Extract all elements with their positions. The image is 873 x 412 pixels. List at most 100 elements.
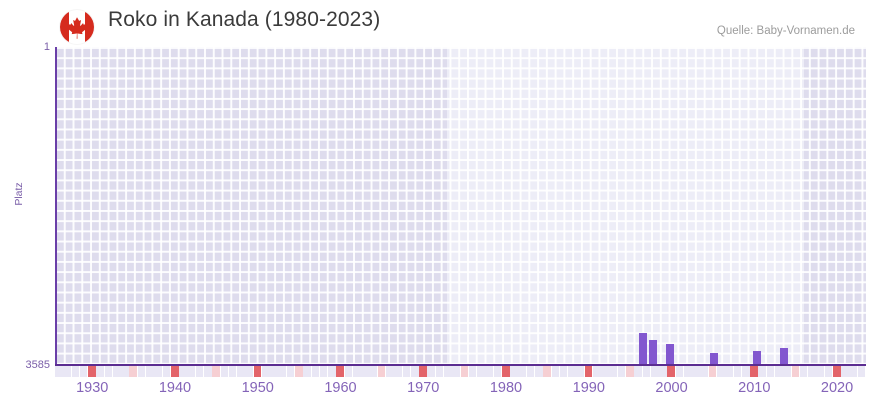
tick-square-plain-2013 bbox=[774, 366, 783, 377]
tick-square-half-decade-1935 bbox=[129, 366, 138, 377]
tick-square-plain-1998 bbox=[650, 366, 659, 377]
bar-2003[interactable] bbox=[648, 340, 657, 364]
tick-square-plain-1999 bbox=[659, 366, 667, 377]
tick-square-plain-1994 bbox=[617, 366, 626, 377]
tick-square-decade-1970 bbox=[419, 366, 427, 377]
tick-square-decade-2020 bbox=[832, 366, 841, 377]
y-axis-line bbox=[55, 47, 57, 366]
tick-square-plain-1974 bbox=[452, 366, 460, 377]
bar-2010[interactable] bbox=[710, 353, 719, 364]
tick-square-decade-1950 bbox=[253, 366, 262, 377]
tick-square-plain-2011 bbox=[758, 366, 767, 377]
tick-square-plain-1959 bbox=[328, 366, 336, 377]
tick-square-plain-1979 bbox=[493, 366, 502, 377]
tick-square-half-decade-1965 bbox=[377, 366, 386, 377]
tick-square-plain-1981 bbox=[510, 366, 518, 377]
tick-square-plain-2018 bbox=[816, 366, 825, 377]
tick-square-plain-1957 bbox=[311, 366, 320, 377]
tick-square-decade-1930 bbox=[88, 366, 96, 377]
tick-square-plain-2022 bbox=[849, 366, 858, 377]
tick-square-plain-1966 bbox=[386, 366, 394, 377]
tick-square-decade-1940 bbox=[170, 366, 179, 377]
tick-square-plain-2003 bbox=[692, 366, 700, 377]
tick-square-decade-2010 bbox=[750, 366, 758, 377]
tick-square-plain-1938 bbox=[154, 366, 162, 377]
x-axis-tick-strip bbox=[55, 366, 866, 377]
tick-square-plain-1983 bbox=[526, 366, 535, 377]
tick-square-plain-1976 bbox=[468, 366, 477, 377]
tick-square-plain-1937 bbox=[146, 366, 154, 377]
x-axis-label-1990: 1990 bbox=[572, 380, 605, 396]
tick-square-plain-1962 bbox=[352, 366, 361, 377]
tick-square-plain-1984 bbox=[534, 366, 543, 377]
tick-square-plain-1926 bbox=[55, 366, 63, 377]
tick-square-plain-1993 bbox=[609, 366, 618, 377]
tick-square-plain-1986 bbox=[551, 366, 560, 377]
source-attribution: Quelle: Baby-Vornamen.de bbox=[716, 25, 855, 37]
tick-square-plain-1961 bbox=[344, 366, 353, 377]
y-axis-tick-bottom: 3585 bbox=[25, 359, 50, 371]
bar-2015[interactable] bbox=[753, 351, 762, 364]
x-axis-label-2010: 2010 bbox=[738, 380, 771, 396]
tick-square-plain-1977 bbox=[477, 366, 485, 377]
tick-square-plain-2016 bbox=[799, 366, 808, 377]
tick-square-plain-2009 bbox=[741, 366, 750, 377]
tick-square-plain-1948 bbox=[237, 366, 245, 377]
tick-square-plain-1958 bbox=[319, 366, 328, 377]
canada-flag-icon bbox=[60, 10, 94, 44]
plot-gridlines bbox=[55, 47, 866, 365]
tick-square-plain-1954 bbox=[286, 366, 295, 377]
tick-square-plain-1964 bbox=[369, 366, 378, 377]
tick-square-plain-2001 bbox=[675, 366, 684, 377]
tick-square-plain-1978 bbox=[485, 366, 493, 377]
tick-square-plain-2023 bbox=[857, 366, 866, 377]
tick-square-plain-1989 bbox=[576, 366, 585, 377]
tick-square-half-decade-1945 bbox=[212, 366, 220, 377]
tick-square-plain-1982 bbox=[518, 366, 527, 377]
x-axis-label-2020: 2020 bbox=[820, 380, 854, 396]
page-title: Roko in Kanada (1980-2023) bbox=[108, 8, 381, 31]
tick-square-plain-2006 bbox=[717, 366, 725, 377]
tick-square-decade-2000 bbox=[667, 366, 676, 377]
tick-square-plain-2021 bbox=[841, 366, 849, 377]
tick-square-plain-1951 bbox=[261, 366, 270, 377]
x-axis-label-1980: 1980 bbox=[489, 380, 523, 396]
tick-square-plain-2019 bbox=[824, 366, 833, 377]
tick-square-plain-1933 bbox=[112, 366, 121, 377]
tick-square-plain-1987 bbox=[559, 366, 568, 377]
tick-square-plain-2014 bbox=[783, 366, 791, 377]
y-axis-tick-top: 1 bbox=[43, 41, 50, 53]
bar-2002[interactable] bbox=[639, 333, 648, 364]
x-axis-label-1940: 1940 bbox=[158, 380, 192, 396]
tick-square-half-decade-2005 bbox=[708, 366, 717, 377]
plot-area bbox=[55, 47, 866, 366]
tick-square-plain-1988 bbox=[568, 366, 576, 377]
x-axis-label-2000: 2000 bbox=[655, 380, 688, 396]
tick-square-plain-1947 bbox=[228, 366, 237, 377]
tick-square-plain-1942 bbox=[187, 366, 196, 377]
tick-square-plain-1991 bbox=[592, 366, 601, 377]
tick-square-plain-1969 bbox=[410, 366, 419, 377]
chart-header: Roko in Kanada (1980-2023) Quelle: Baby-… bbox=[0, 0, 873, 44]
bar-2018[interactable] bbox=[780, 348, 789, 364]
tick-square-plain-1943 bbox=[195, 366, 204, 377]
tick-square-plain-1946 bbox=[220, 366, 229, 377]
tick-square-plain-1929 bbox=[79, 366, 88, 377]
bar-2005[interactable] bbox=[666, 344, 675, 364]
tick-square-plain-1971 bbox=[427, 366, 436, 377]
tick-square-plain-1941 bbox=[179, 366, 187, 377]
tick-square-plain-1939 bbox=[162, 366, 171, 377]
tick-square-decade-1980 bbox=[501, 366, 510, 377]
tick-square-plain-2008 bbox=[733, 366, 742, 377]
flag-band-right bbox=[85, 10, 94, 44]
x-axis-label-1930: 1930 bbox=[76, 380, 109, 396]
tick-square-plain-1932 bbox=[104, 366, 113, 377]
tick-square-plain-2002 bbox=[683, 366, 692, 377]
tick-square-half-decade-1975 bbox=[460, 366, 469, 377]
tick-square-plain-2017 bbox=[808, 366, 816, 377]
tick-square-plain-1967 bbox=[394, 366, 402, 377]
tick-square-plain-1931 bbox=[96, 366, 105, 377]
tick-square-plain-1928 bbox=[71, 366, 80, 377]
tick-square-decade-1990 bbox=[584, 366, 593, 377]
